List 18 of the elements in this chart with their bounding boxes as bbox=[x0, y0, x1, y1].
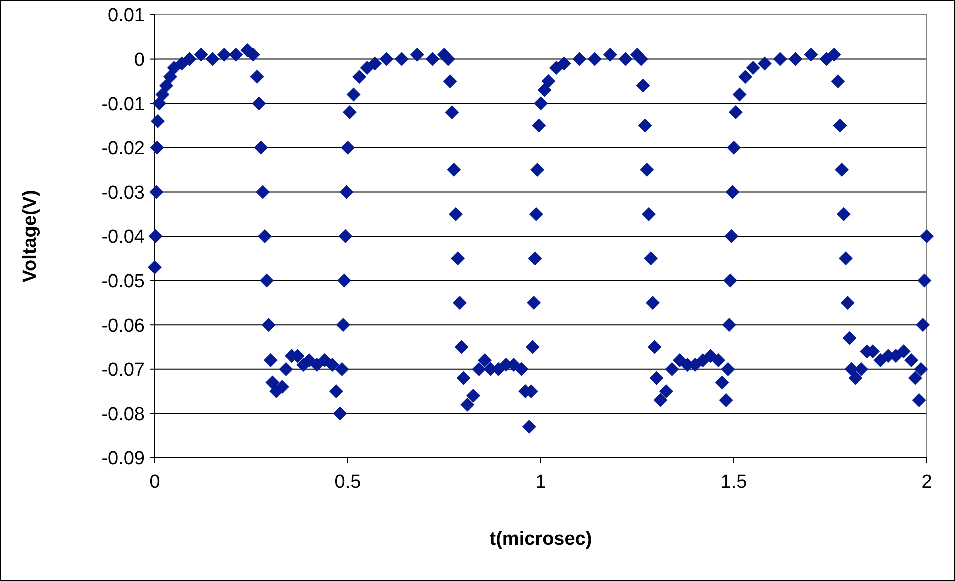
x-axis-title: t(microsec) bbox=[490, 529, 592, 550]
y-tick-label: -0.04 bbox=[102, 227, 146, 248]
x-tick-label: 1.5 bbox=[720, 472, 748, 493]
x-tick-label: 0.5 bbox=[334, 472, 362, 493]
y-axis-title: Voltage(V) bbox=[20, 190, 41, 283]
y-tick-label: -0.08 bbox=[102, 404, 145, 426]
x-tick-label: 0 bbox=[150, 472, 160, 493]
x-tick-label: 1 bbox=[536, 472, 546, 493]
x-tick-label: 2 bbox=[922, 472, 932, 493]
y-tick-label: -0.07 bbox=[102, 360, 145, 382]
y-tick-label: 0 bbox=[134, 50, 145, 71]
y-tick-label: -0.05 bbox=[102, 271, 145, 292]
y-tick-label: -0.01 bbox=[102, 94, 145, 116]
y-tick-label: -0.02 bbox=[102, 138, 145, 160]
y-tick-label: -0.06 bbox=[102, 316, 145, 337]
y-tick-label: -0.09 bbox=[102, 448, 145, 470]
y-tick-label: -0.03 bbox=[102, 182, 145, 204]
y-tick-label: 0.01 bbox=[108, 6, 145, 27]
